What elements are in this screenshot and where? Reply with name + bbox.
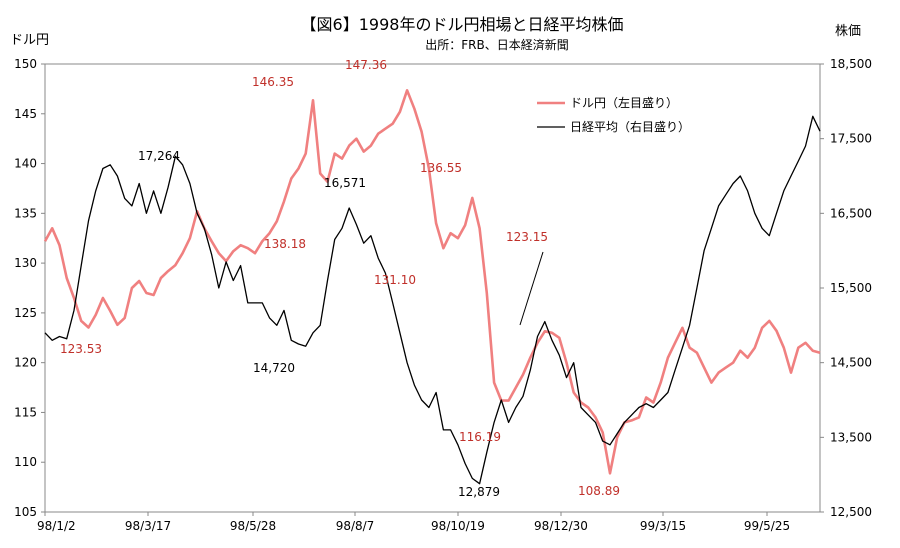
x-tick-label: 99/3/15 [640,519,686,533]
right-axis-title: 株価 [835,24,861,39]
data-label-nikkei: 14,720 [253,361,295,375]
x-tick-label: 98/5/28 [230,519,276,533]
right-axis-ticks: 12,500 13,500 14,500 15,500 16,500 17,500 18,5… [820,57,872,519]
right-tick-label: 13,500 [830,430,872,444]
left-tick-label: 130 [14,256,37,270]
left-tick-label: 145 [14,107,37,121]
left-tick-label: 140 [14,157,37,171]
right-tick-label: 14,500 [830,356,872,370]
annotation-leader-line [519,251,544,326]
data-label-usdjpy: 108.89 [578,484,620,498]
right-tick-label: 15,500 [830,281,872,295]
left-axis-ticks: 105 110 115 120 125 130 135 140 145 150 [14,57,45,519]
series-line-nikkei [44,115,821,485]
data-label-usdjpy: 147.36 [345,58,387,72]
x-tick-label: 98/1/2 [37,519,76,533]
left-axis-title: ドル円 [10,33,49,48]
plot-area [44,63,821,513]
left-tick-label: 105 [14,505,37,519]
left-tick-label: 115 [14,405,37,419]
chart-title: 【図6】1998年のドル円相場と日経平均株価 [301,15,624,34]
x-tick-label: 98/8/7 [336,519,375,533]
data-label-usdjpy: 123.15 [506,230,548,244]
chart-subtitle: 出所：FRB、日本経済新聞 [425,37,568,52]
data-label-usdjpy: 123.53 [60,342,102,356]
x-tick-label: 98/12/30 [534,519,588,533]
left-tick-label: 135 [14,206,37,220]
left-tick-label: 125 [14,306,37,320]
data-label-usdjpy: 138.18 [264,237,306,251]
x-tick-label: 98/3/17 [125,519,171,533]
legend-label-nikkei: 日経平均（右目盛り） [570,119,690,134]
right-tick-label: 12,500 [830,505,872,519]
x-axis-ticks: 98/1/2 98/3/17 98/5/28 98/8/7 98/10/19 98/12/… [37,512,790,533]
left-tick-label: 150 [14,57,37,71]
data-label-usdjpy: 146.35 [252,75,294,89]
data-label-usdjpy: 131.10 [374,273,416,287]
data-label-usdjpy: 116.19 [459,430,501,444]
right-tick-label: 17,500 [830,132,872,146]
data-label-nikkei: 17,264 [138,149,180,163]
legend: ドル円（左目盛り） 日経平均（右目盛り） [537,95,690,134]
right-tick-label: 18,500 [830,57,872,71]
right-tick-label: 16,500 [830,206,872,220]
data-label-nikkei: 12,879 [458,485,500,499]
x-tick-label: 98/10/19 [431,519,485,533]
legend-label-usdjpy: ドル円（左目盛り） [570,95,678,110]
data-annotations: 123.53 146.35 138.18 147.36 131.10 136.55 116.… [60,58,620,499]
data-label-nikkei: 16,571 [324,176,366,190]
left-tick-label: 110 [14,455,37,469]
x-tick-label: 99/5/25 [744,519,790,533]
series-line-usdjpy [43,89,821,475]
left-tick-label: 120 [14,356,37,370]
data-label-usdjpy: 136.55 [420,161,462,175]
